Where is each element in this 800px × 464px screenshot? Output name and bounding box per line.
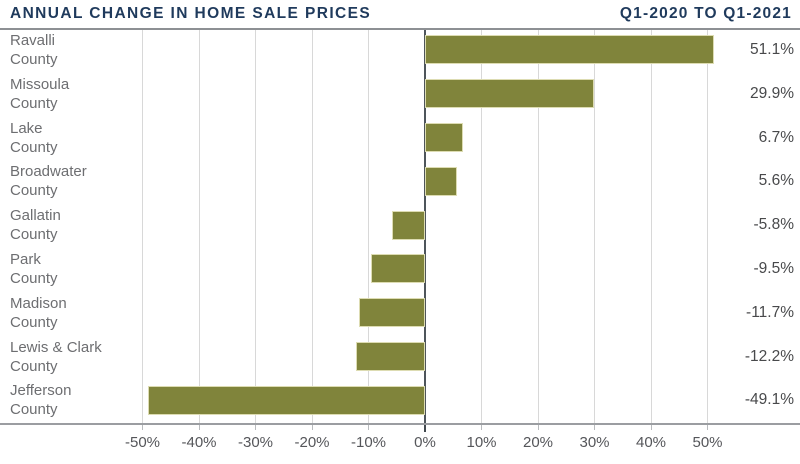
category-label-line1: Ravalli bbox=[10, 32, 56, 49]
x-tick-label: 40% bbox=[635, 434, 667, 451]
category-label-madison-county: Madison County bbox=[10, 294, 150, 332]
x-axis-tick bbox=[255, 425, 256, 430]
category-label-line2: County bbox=[10, 313, 58, 331]
category-label-park-county: Park County bbox=[10, 250, 150, 288]
gridline bbox=[255, 30, 256, 423]
category-label-line1: Jefferson bbox=[10, 382, 72, 400]
gridline bbox=[537, 30, 539, 423]
x-tick-label: 0% bbox=[414, 434, 436, 451]
bar-ravalli-county bbox=[425, 35, 714, 65]
category-label-line1: Broadwater bbox=[10, 163, 87, 181]
bar-broadwater-county bbox=[425, 166, 457, 196]
gridline bbox=[368, 30, 369, 423]
bar-madison-county bbox=[358, 298, 425, 328]
category-label-missoula-county: Missoula County bbox=[10, 75, 150, 113]
x-tick-label: -50% bbox=[124, 434, 161, 451]
gridline bbox=[650, 30, 652, 423]
category-label-jefferson-county: Jefferson County bbox=[10, 381, 150, 419]
x-axis-tick bbox=[481, 425, 482, 430]
value-label-broadwater-county: 5.6% bbox=[758, 172, 794, 190]
category-label-line2: County bbox=[10, 182, 58, 200]
x-tick-label: 50% bbox=[692, 434, 723, 451]
category-label-line1: Park bbox=[10, 251, 41, 268]
x-tick-label: 30% bbox=[579, 434, 610, 451]
gridline bbox=[311, 30, 313, 423]
x-axis-line bbox=[0, 423, 800, 425]
category-label-line1: Madison bbox=[10, 294, 67, 312]
value-label-park-county: -9.5% bbox=[753, 260, 795, 277]
gridline bbox=[707, 30, 708, 423]
value-label-lewis-clark-county: -12.2% bbox=[744, 347, 794, 365]
x-axis-tick bbox=[198, 425, 200, 430]
chart-period: Q1-2020 TO Q1-2021 bbox=[619, 5, 792, 22]
category-label-line2: County bbox=[10, 138, 58, 156]
category-label-line2: County bbox=[10, 270, 58, 287]
x-axis-tick bbox=[594, 425, 595, 430]
category-label-ravalli-county: Ravalli County bbox=[10, 31, 150, 69]
value-label-missoula-county: 29.9% bbox=[750, 84, 794, 102]
category-label-line2: County bbox=[10, 357, 58, 375]
category-label-line1: Lewis & Clark bbox=[10, 338, 102, 356]
category-label-line2: County bbox=[10, 51, 58, 68]
category-label-line2: County bbox=[10, 226, 58, 244]
x-tick-label: -40% bbox=[181, 434, 217, 451]
value-label-ravalli-county: 51.1% bbox=[750, 41, 794, 58]
category-label-line1: Gallatin bbox=[10, 207, 61, 225]
x-axis-tick bbox=[537, 425, 539, 430]
bar-lewis-clark-county bbox=[356, 342, 425, 371]
category-label-line2: County bbox=[10, 401, 58, 419]
category-label-line1: Missoula bbox=[10, 75, 70, 93]
gridline bbox=[481, 30, 482, 423]
bar-park-county bbox=[371, 254, 425, 284]
gridline bbox=[594, 30, 595, 423]
x-tick-label: -10% bbox=[350, 434, 387, 451]
bar-missoula-county bbox=[425, 79, 594, 109]
value-label-lake-county: 6.7% bbox=[758, 128, 794, 146]
category-label-broadwater-county: Broadwater County bbox=[10, 162, 150, 200]
bar-jefferson-county bbox=[147, 385, 425, 415]
category-label-line1: Lake bbox=[10, 119, 43, 137]
x-axis-tick bbox=[650, 425, 652, 430]
x-axis-tick bbox=[142, 425, 143, 430]
x-tick-label: -20% bbox=[294, 434, 330, 451]
gridline bbox=[142, 30, 143, 423]
x-axis-tick bbox=[311, 425, 313, 430]
zero-gridline bbox=[424, 30, 426, 423]
x-tick-label: -30% bbox=[237, 434, 274, 451]
x-tick-label: 20% bbox=[522, 434, 554, 451]
x-tick-label: 10% bbox=[466, 434, 497, 451]
bar-gallatin-county bbox=[392, 210, 425, 240]
x-axis-tick bbox=[424, 425, 426, 432]
chart-title: ANNUAL CHANGE IN HOME SALE PRICES bbox=[10, 5, 372, 22]
value-label-gallatin-county: -5.8% bbox=[753, 216, 795, 234]
category-label-lake-county: Lake County bbox=[10, 119, 150, 157]
category-label-line2: County bbox=[10, 94, 58, 112]
value-label-jefferson-county: -49.1% bbox=[744, 391, 794, 409]
header-rule bbox=[0, 28, 800, 30]
bar-lake-county bbox=[425, 123, 463, 152]
category-label-lewis-clark-county: Lewis & Clark County bbox=[10, 338, 150, 376]
x-axis-tick bbox=[368, 425, 369, 430]
gridline bbox=[198, 30, 200, 423]
x-axis-tick bbox=[707, 425, 708, 430]
category-label-gallatin-county: Gallatin County bbox=[10, 206, 150, 244]
value-label-madison-county: -11.7% bbox=[746, 303, 794, 321]
